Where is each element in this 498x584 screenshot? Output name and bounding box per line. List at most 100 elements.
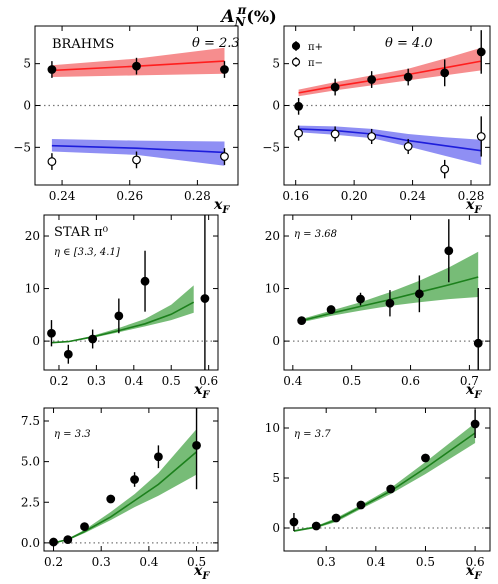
marker (326, 305, 336, 314)
y-tick-label: 10 (265, 421, 280, 435)
data-point-filled (356, 292, 365, 306)
blue-uncertainty-band (298, 125, 482, 165)
chart-panel-star-eta-3.3-4.1: 0.2 0.3 0.4 0.5 0.6 0 10 20 xF STAR π⁰ η ∈ [3.3, 4… (25, 214, 219, 401)
marker (470, 419, 480, 429)
data-point-open (294, 125, 304, 141)
plot-area (284, 219, 490, 370)
x-tick-label: 0.2 (49, 374, 68, 388)
marker (114, 311, 124, 321)
data-point-filled (49, 537, 58, 547)
y-tick-label: 5 (23, 57, 31, 71)
x-tick-label: 0.4 (283, 374, 302, 388)
y-tick-label: 0 (272, 334, 280, 348)
annotation-eta: η = 3.68 (294, 229, 337, 240)
x-axis-label: xF (465, 197, 482, 216)
chart-panel-brahms-theta-2.3: 0.24 0.26 0.28 −5 0 5 xF BRAHMS θ = 2.3 (13, 25, 240, 216)
marker (476, 47, 486, 57)
data-point-filled (473, 288, 483, 370)
data-point-filled (130, 472, 139, 487)
marker (220, 152, 229, 161)
marker (88, 334, 98, 344)
data-point-open (47, 153, 57, 170)
blue-theory-curve (298, 128, 482, 152)
x-tick-label: 0.28 (184, 189, 211, 203)
y-tick-label: 5 (272, 471, 280, 485)
y-tick-label: 0 (272, 521, 280, 535)
x-axis-label: xF (465, 563, 482, 582)
green-uncertainty-band (51, 285, 194, 344)
marker (49, 537, 58, 547)
data-point-open (330, 126, 340, 142)
chart-panel-star-eta-3.68: 0.4 0.5 0.6 0.7 0 10 20 xF η = 3.68 (265, 214, 491, 401)
annotation-angle: θ = 2.3 (192, 36, 240, 51)
plot-area (44, 408, 218, 547)
y-tick-label: 5.0 (21, 455, 40, 469)
data-point-filled (140, 250, 150, 312)
plot-area (35, 47, 238, 170)
marker (367, 132, 377, 141)
annotation-experiment: BRAHMS (52, 37, 114, 52)
x-tick-label: 0.4 (139, 555, 158, 569)
data-point-filled (294, 97, 304, 115)
y-tick-label: −5 (262, 140, 280, 154)
red-theory-curve (298, 60, 482, 94)
data-point-filled (386, 484, 396, 494)
data-point-open (220, 148, 229, 165)
marker (330, 129, 340, 139)
data-point-filled (106, 494, 116, 504)
data-point-filled (476, 30, 486, 74)
data-point-open (403, 138, 413, 155)
x-tick-label: 0.5 (187, 555, 206, 569)
x-tick-label: 0.6 (401, 374, 420, 388)
marker (47, 65, 57, 74)
x-tick-label: 0.7 (460, 374, 479, 388)
x-axis-label: xF (193, 382, 210, 401)
marker (289, 517, 299, 527)
marker (132, 155, 141, 165)
marker (440, 164, 450, 174)
annotation-range: η ∈ [3.3, 4.1] (54, 247, 120, 258)
marker (297, 316, 307, 326)
marker (80, 522, 89, 532)
marker (403, 142, 413, 151)
x-tick-label: 0.5 (162, 374, 181, 388)
marker (473, 338, 483, 348)
data-point-filled (367, 71, 377, 88)
x-tick-label: 0.5 (342, 374, 361, 388)
marker (367, 75, 377, 84)
data-point-filled (63, 535, 73, 545)
data-point-filled (414, 275, 424, 313)
data-point-filled (297, 316, 307, 326)
data-point-filled (200, 215, 210, 370)
y-tick-label: 10 (25, 282, 40, 296)
legend-marker (291, 41, 301, 51)
data-point-filled (114, 298, 124, 334)
legend: π+ π− (291, 41, 323, 69)
x-tick-label: 0.24 (49, 189, 76, 203)
marker (47, 157, 57, 166)
marker (154, 452, 163, 462)
marker (356, 500, 366, 510)
marker (106, 494, 116, 504)
x-tick-label: 0.26 (116, 189, 143, 203)
plot-area (44, 215, 218, 370)
green-uncertainty-band (53, 429, 197, 543)
marker (63, 349, 73, 359)
y-tick-label: −5 (13, 140, 31, 154)
legend-label: π+ (308, 42, 323, 53)
data-point-filled (470, 410, 480, 438)
marker (440, 68, 450, 78)
x-tick-label: 0.4 (124, 374, 143, 388)
data-point-filled (220, 61, 229, 78)
y-tick-label: 0.0 (21, 536, 40, 550)
marker (294, 128, 304, 138)
data-point-filled (63, 344, 73, 364)
data-point-filled (311, 521, 321, 531)
figure-title: ANπ(%) (219, 3, 276, 29)
data-point-filled (132, 57, 141, 75)
data-point-filled (326, 305, 336, 314)
y-tick-label: 2.5 (21, 495, 40, 509)
red-uncertainty-band (298, 47, 482, 97)
